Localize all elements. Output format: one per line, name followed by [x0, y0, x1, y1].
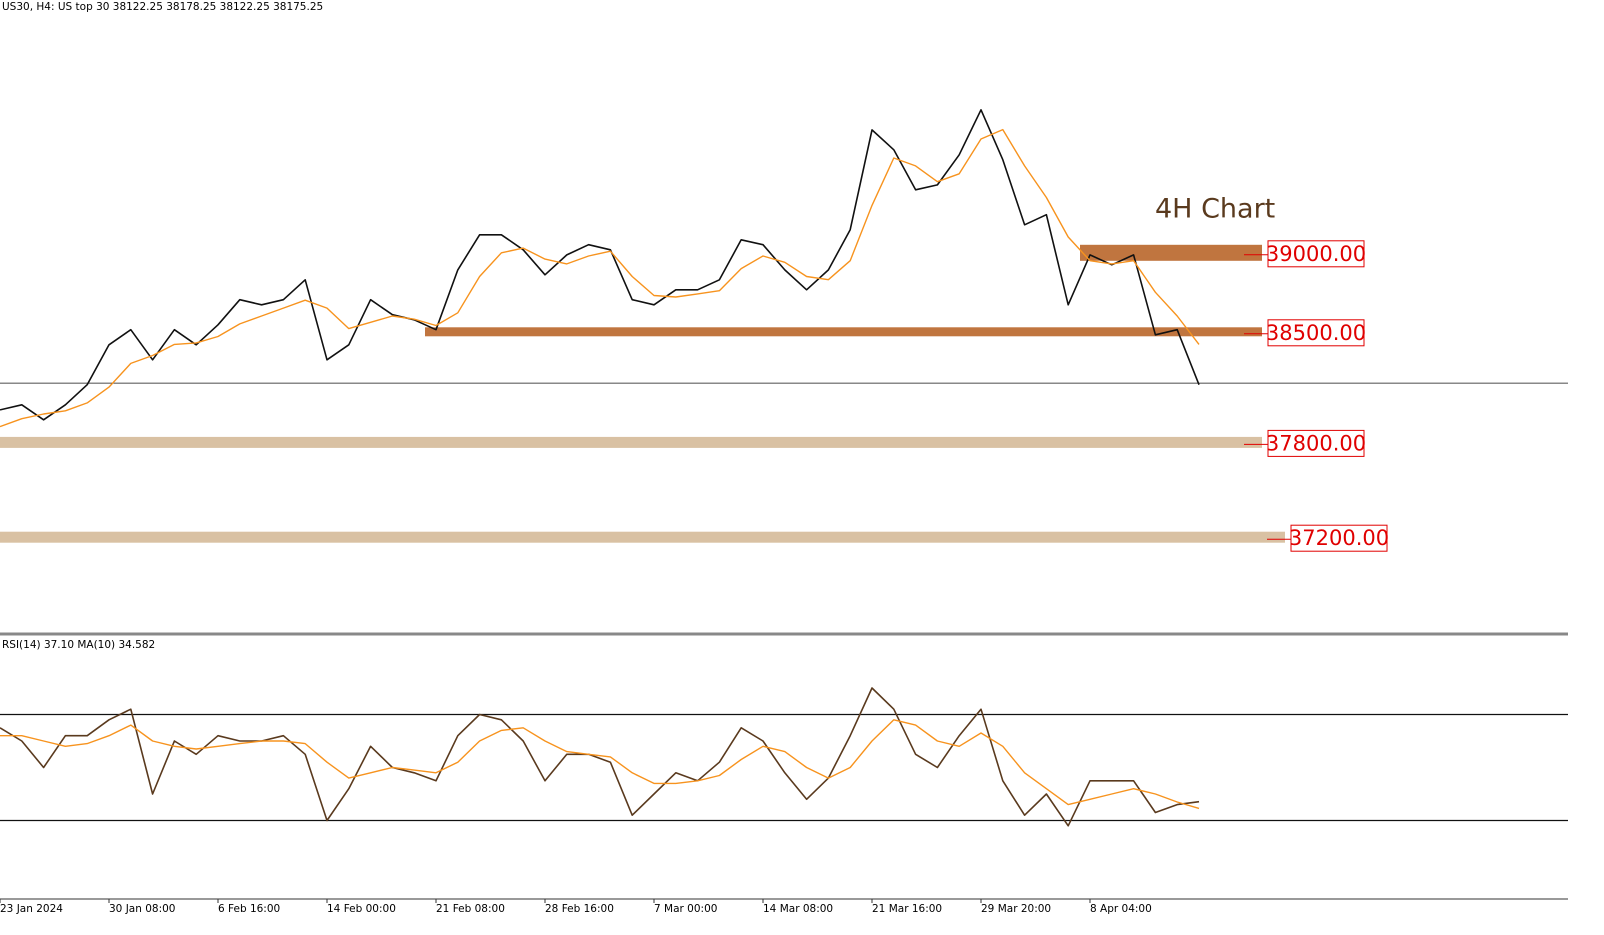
level-label-box [1267, 319, 1365, 347]
x-tick-label: 30 Jan 08:00 [109, 903, 175, 915]
level-label-box [1290, 524, 1388, 552]
series-line [0, 128, 1200, 428]
x-tick-label: 7 Mar 00:00 [654, 903, 717, 915]
level-band [0, 531, 1285, 543]
x-tick-label: 21 Feb 08:00 [436, 903, 505, 915]
level-label-box [1267, 240, 1365, 268]
level-label: 38500.00 [1266, 321, 1366, 345]
series-line [0, 719, 1200, 810]
x-tick-label: 29 Mar 20:00 [981, 903, 1051, 915]
rsi-header: RSI(14) 37.10 MA(10) 34.582 [2, 639, 155, 651]
level-band [1080, 244, 1262, 261]
x-tick-label: 14 Feb 00:00 [327, 903, 396, 915]
level-band [425, 327, 1262, 337]
x-tick-label: 28 Feb 16:00 [545, 903, 614, 915]
level-label: 37200.00 [1289, 526, 1389, 550]
level-label-box [1267, 429, 1365, 457]
level-label: 39000.00 [1266, 242, 1366, 266]
level-label: 37800.00 [1266, 431, 1366, 455]
x-tick-label: 14 Mar 08:00 [763, 903, 833, 915]
price-header: US30, H4: US top 30 38122.25 38178.25 38… [2, 1, 323, 13]
annotation: 4H Chart [1155, 194, 1275, 225]
series-line [0, 687, 1200, 827]
level-band [0, 436, 1262, 448]
x-tick-label: 8 Apr 04:00 [1090, 903, 1152, 915]
x-tick-label: 6 Feb 16:00 [218, 903, 280, 915]
x-tick-label: 23 Jan 2024 [0, 903, 63, 915]
x-tick-label: 21 Mar 16:00 [872, 903, 942, 915]
